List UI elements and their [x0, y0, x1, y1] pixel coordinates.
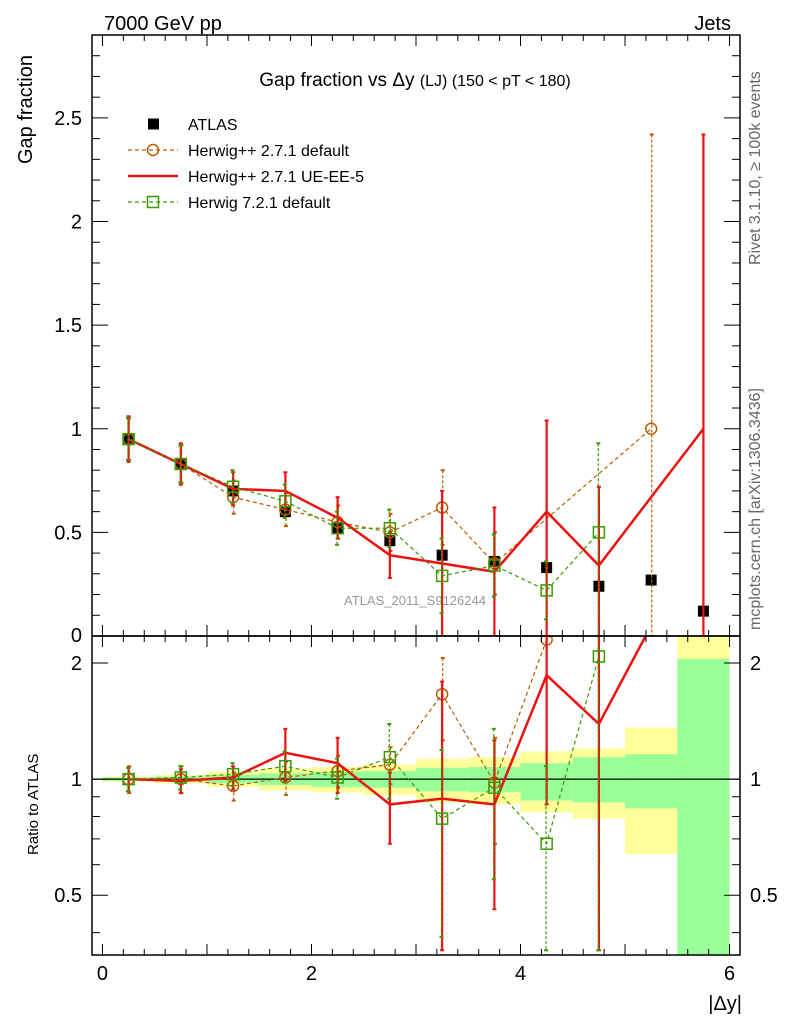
herwig7-marker-4 [331, 521, 344, 535]
herwig7-marker-5 [383, 521, 397, 535]
mcplots-source-label: mcplots.cern.ch [arXiv:1306.3436] [747, 388, 764, 630]
ratio-ytick-label-left-1: 1 [71, 769, 82, 791]
ratio-herwig7-marker-9 [592, 650, 606, 663]
herwig7-marker-6 [435, 569, 449, 583]
main-ytick-label-4: 2.5 [54, 108, 82, 130]
legend-herwig7-marker [146, 195, 160, 209]
ratio-ytick-label-right-1: 1 [750, 769, 761, 791]
ratio-herwig7-marker-0 [122, 772, 135, 786]
main-ytick-label-1: 1 [71, 419, 82, 441]
green-band-10 [625, 754, 678, 809]
main-series [122, 133, 709, 636]
green-band-11 [677, 658, 730, 955]
ratio-ytick-label-left-0: 0.5 [54, 885, 82, 907]
herwig7-marker-9 [592, 526, 606, 539]
ratio-herwig7-marker-7 [488, 781, 501, 794]
ratio-herwig7-marker-8 [540, 837, 553, 850]
title-variable: Δy [392, 70, 415, 91]
axes: 0 2 4 6 0.5 1 1.5 2 2.5 0 0.5 0.5 1 1 2 2 [54, 34, 778, 985]
ratio-ue-line [128, 636, 648, 806]
herwig7-marker-1 [174, 457, 188, 471]
ratio-series-2 [122, 636, 606, 952]
ratio-herwig7-marker-6 [435, 812, 449, 825]
main-ytick-label-2: 1.5 [54, 315, 82, 337]
legend-herwigpp-marker [146, 143, 160, 157]
legend-label-1: Herwig++ 2.7.1 default [188, 143, 350, 160]
legend-label-2: Herwig++ 2.7.1 UE-EE-5 [188, 169, 364, 186]
herwigpp-marker-10 [644, 422, 658, 436]
ratio-line-0 [128, 636, 552, 787]
analysis-watermark: ATLAS_2011_S9126244 [344, 593, 486, 608]
ratio-series [122, 636, 648, 952]
header-right: Jets [694, 13, 731, 35]
ratio-uncertainty-bands [92, 636, 740, 955]
ratio-ytick-label-right-2: 2 [750, 653, 761, 675]
header-left: 7000 GeV pp [104, 13, 222, 35]
ratio-herwig7-marker-3 [279, 759, 292, 773]
legend: ATLAS Herwig++ 2.7.1 default Herwig++ 2.7.… [128, 117, 364, 212]
herwig7-marker-2 [226, 480, 240, 494]
legend-label-3: Herwig 7.2.1 default [188, 195, 331, 212]
main-series-3 [122, 417, 606, 636]
ratio-xtick-label-3: 6 [724, 963, 735, 985]
herwig7-marker-0 [122, 432, 135, 446]
ratio-xtick-label-0: 0 [97, 963, 108, 985]
legend-atlas-marker [148, 118, 159, 130]
ue-ee-5-line [128, 427, 705, 574]
legend-label-0: ATLAS [188, 117, 238, 134]
main-ytick-label-0: 0.5 [54, 522, 82, 544]
main-series-0 [123, 433, 709, 617]
ratio-herwig7-marker-4 [331, 771, 344, 784]
ratio-xtick-label-2: 4 [515, 963, 526, 985]
ratio-herwig7-marker-2 [226, 767, 240, 781]
herwig7-marker-8 [540, 584, 553, 597]
title-suffix: (LJ) (150 < pT < 180) [420, 73, 571, 90]
ratio-herwig7-marker-1 [174, 771, 188, 784]
ratio-ytick-label-right-0: 0.5 [750, 885, 778, 907]
title-prefix: Gap fraction vs [259, 70, 387, 91]
ratio-herwig7-marker-5 [383, 750, 397, 764]
main-ytick-label-3: 2 [71, 212, 82, 234]
ratio-xtick-label-1: 2 [306, 963, 317, 985]
ratio-ylabel: Ratio to ATLAS [25, 754, 42, 855]
ratio-ytick-label-left-2: 2 [71, 653, 82, 675]
herwig7-marker-3 [279, 495, 292, 508]
ratio-line-2 [128, 656, 600, 845]
main-line-3 [128, 438, 600, 592]
main-ylabel: Gap fraction [15, 55, 37, 164]
rivet-version-label: Rivet 3.1.10, ≥ 100k events [747, 71, 764, 265]
ratio-xlabel: |Δy| [708, 993, 742, 1015]
main-title: Gap fraction vs Δy (LJ) (150 < pT < 180) [259, 70, 570, 91]
main-ytick-label-zero: 0 [71, 625, 82, 647]
herwig7-marker-7 [488, 559, 501, 572]
